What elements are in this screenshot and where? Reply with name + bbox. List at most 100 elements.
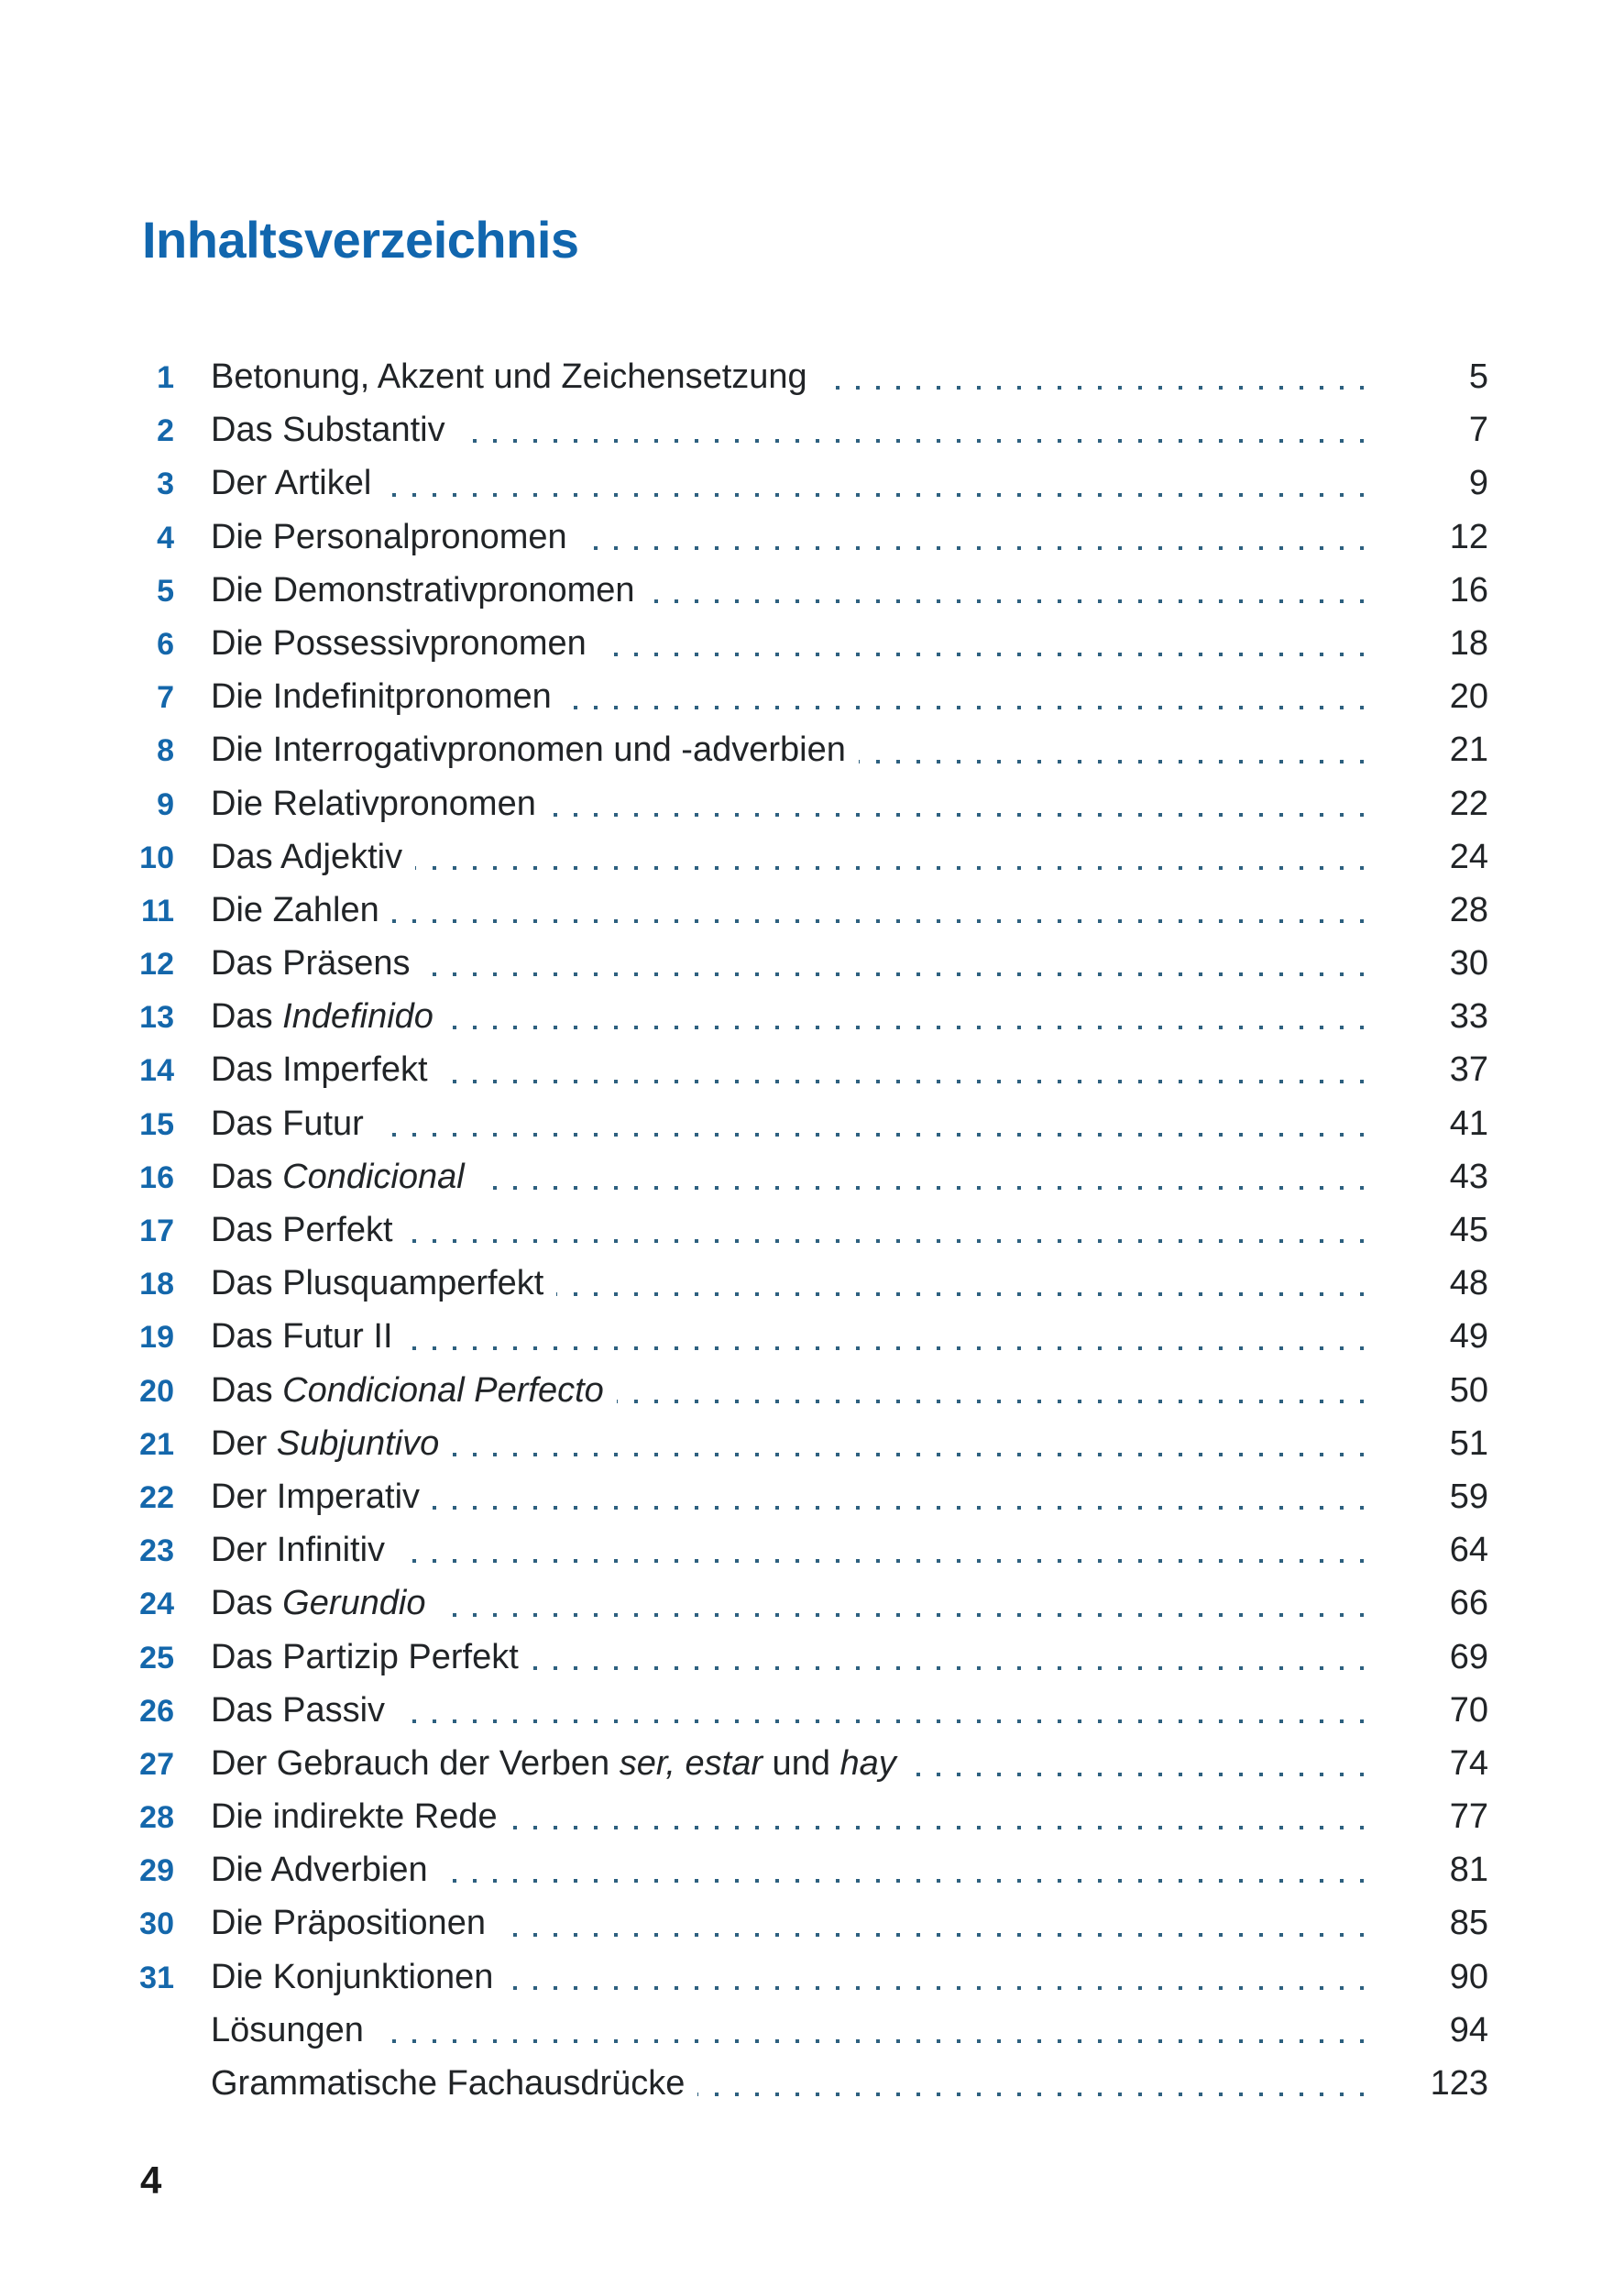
toc-row: 1 Betonung, Akzent und Zeichensetzung 5	[119, 350, 1488, 404]
chapter-page-number: 9	[1380, 456, 1488, 511]
chapter-number: 13	[139, 1000, 174, 1036]
chapter-title: Die Konjunktionen	[211, 1950, 507, 2004]
chapter-number: 2	[157, 413, 174, 449]
chapter-page-number: 16	[1380, 563, 1488, 617]
chapter-number: 1	[157, 360, 174, 395]
chapter-title-segment: Das Futur	[211, 1104, 364, 1143]
chapter-title: Grammatische Fachausdrücke	[211, 2057, 698, 2111]
toc-row: 30 Die Präpositionen 85	[119, 1896, 1488, 1950]
chapter-title: Das Perfekt	[211, 1203, 406, 1258]
chapter-number: 22	[139, 1479, 174, 1515]
chapter-number: 31	[139, 1960, 174, 1995]
chapter-title: Der Infinitiv	[211, 1523, 399, 1577]
chapter-title-segment: Das Substantiv	[211, 411, 445, 450]
chapter-number: 10	[139, 840, 174, 875]
dot-leader	[211, 2039, 1435, 2043]
chapter-page-number: 81	[1380, 1843, 1488, 1897]
chapter-title: Die Indefinitpronomen	[211, 670, 565, 724]
chapter-number: 28	[139, 1800, 174, 1836]
chapter-page-number: 12	[1380, 510, 1488, 564]
chapter-title-segment: Das	[211, 997, 283, 1037]
chapter-title-segment: Der Imperativ	[211, 1477, 421, 1516]
chapter-number: 9	[157, 786, 174, 822]
chapter-title: Die Interrogativpronomen und -adverbien	[211, 723, 859, 777]
chapter-title: Das Substantiv	[211, 403, 458, 457]
toc-row: 22 Der Imperativ 59	[119, 1469, 1488, 1524]
chapter-title-segment: Der Infinitiv	[211, 1531, 386, 1570]
toc-row: 17 Das Perfekt 45	[119, 1203, 1488, 1258]
chapter-title-segment: Die Interrogativpronomen und -adverbien	[211, 731, 846, 770]
toc-row: 5 Die Demonstrativpronomen 16	[119, 563, 1488, 617]
chapter-title: Der Artikel	[211, 456, 385, 511]
toc-row: 4 Die Personalpronomen 12	[119, 510, 1488, 564]
toc-row: 8 Die Interrogativpronomen und -adverbie…	[119, 723, 1488, 777]
chapter-page-number: 5	[1380, 350, 1488, 404]
chapter-number: 29	[139, 1853, 174, 1889]
dot-leader	[211, 972, 1435, 977]
chapter-title: Lösungen	[211, 2003, 377, 2058]
chapter-number: 5	[157, 573, 174, 609]
chapter-title-segment: Das Futur II	[211, 1317, 393, 1357]
chapter-page-number: 7	[1380, 403, 1488, 457]
dot-leader	[211, 1612, 1435, 1617]
chapter-title-italic-segment: Gerundio	[282, 1584, 426, 1623]
chapter-page-number: 85	[1380, 1896, 1488, 1950]
chapter-title: Der Gebrauch der Verben ser, estar und h…	[211, 1736, 909, 1791]
chapter-title: Das Gerundio	[211, 1576, 439, 1631]
chapter-title-italic-segment: Condicional Perfecto	[282, 1370, 604, 1410]
toc-row: 31 Die Konjunktionen 90	[119, 1950, 1488, 2004]
dot-leader	[211, 1399, 1435, 1403]
chapter-page-number: 94	[1380, 2003, 1488, 2058]
chapter-title-segment: Die Adverbien	[211, 1851, 428, 1890]
toc-row: 26 Das Passiv 70	[119, 1683, 1488, 1737]
chapter-title: Das Passiv	[211, 1683, 399, 1737]
chapter-title: Die Possessivpronomen	[211, 616, 599, 671]
chapter-number: 8	[157, 733, 174, 769]
chapter-number: 12	[139, 947, 174, 983]
chapter-page-number: 28	[1380, 883, 1488, 938]
chapter-page-number: 74	[1380, 1736, 1488, 1791]
chapter-title-segment: Die Personalpronomen	[211, 517, 567, 556]
dot-leader	[211, 1506, 1435, 1511]
chapter-page-number: 64	[1380, 1523, 1488, 1577]
table-of-contents: 1 Betonung, Akzent und Zeichensetzung 5 …	[119, 350, 1488, 2111]
toc-row: Grammatische Fachausdrücke 123	[119, 2057, 1488, 2111]
chapter-page-number: 21	[1380, 723, 1488, 777]
dot-leader	[211, 653, 1435, 657]
chapter-title: Die Relativpronomen	[211, 776, 549, 830]
dot-leader	[211, 599, 1435, 603]
chapter-page-number: 33	[1380, 990, 1488, 1044]
chapter-title: Das Partizip Perfekt	[211, 1630, 532, 1684]
chapter-title-segment: Die Demonstrativpronomen	[211, 570, 635, 610]
chapter-number: 3	[157, 467, 174, 502]
chapter-number: 24	[139, 1587, 174, 1622]
toc-row: 28 Die indirekte Rede 77	[119, 1790, 1488, 1844]
chapter-page-number: 51	[1380, 1416, 1488, 1470]
dot-leader	[211, 1559, 1435, 1564]
chapter-title-segment: Der	[211, 1423, 277, 1463]
chapter-number: 30	[139, 1906, 174, 1942]
chapter-page-number: 45	[1380, 1203, 1488, 1258]
chapter-page-number: 30	[1380, 937, 1488, 991]
toc-row: 11 Die Zahlen 28	[119, 883, 1488, 938]
chapter-page-number: 48	[1380, 1257, 1488, 1311]
chapter-number: 11	[141, 893, 174, 928]
chapter-number: 25	[139, 1640, 174, 1675]
toc-row: 12 Das Präsens 30	[119, 937, 1488, 991]
chapter-title: Das Futur	[211, 1096, 377, 1150]
dot-leader	[211, 865, 1435, 870]
chapter-page-number: 20	[1380, 670, 1488, 724]
chapter-title-segment: Das Präsens	[211, 944, 411, 983]
dot-leader	[211, 1665, 1435, 1670]
toc-row: 7 Die Indefinitpronomen 20	[119, 670, 1488, 724]
chapter-title-segment: Die Präpositionen	[211, 1904, 486, 1943]
chapter-title-segment: Die Zahlen	[211, 890, 379, 929]
dot-leader	[211, 1985, 1435, 1990]
dot-leader	[211, 1346, 1435, 1350]
chapter-title: Die indirekte Rede	[211, 1790, 510, 1844]
chapter-page-number: 70	[1380, 1683, 1488, 1737]
toc-row: 25 Das Partizip Perfekt 69	[119, 1630, 1488, 1684]
toc-row: 14 Das Imperfekt 37	[119, 1043, 1488, 1097]
chapter-page-number: 77	[1380, 1790, 1488, 1844]
chapter-number: 7	[157, 680, 174, 716]
